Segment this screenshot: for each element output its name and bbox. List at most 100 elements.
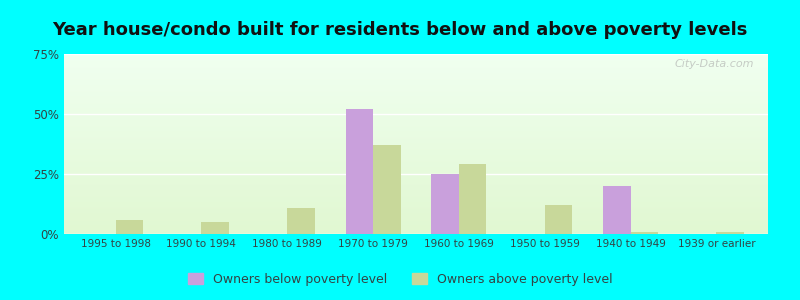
Bar xyxy=(64,76,768,77)
Bar xyxy=(64,232,768,233)
Bar xyxy=(64,195,768,196)
Bar xyxy=(64,176,768,177)
Bar xyxy=(64,134,768,135)
Bar xyxy=(64,112,768,113)
Bar xyxy=(64,204,768,205)
Bar xyxy=(64,96,768,97)
Bar xyxy=(64,207,768,208)
Bar xyxy=(64,125,768,126)
Bar xyxy=(545,205,572,234)
Bar xyxy=(64,169,768,170)
Bar xyxy=(64,106,768,107)
Bar xyxy=(64,172,768,173)
Bar xyxy=(64,159,768,160)
Bar xyxy=(64,140,768,141)
Bar xyxy=(64,127,768,128)
Bar xyxy=(64,83,768,84)
Bar xyxy=(64,233,768,234)
Bar xyxy=(64,189,768,190)
Bar xyxy=(64,194,768,195)
Bar xyxy=(64,59,768,60)
Bar xyxy=(64,145,768,146)
Bar xyxy=(64,161,768,162)
Bar xyxy=(64,151,768,152)
Bar xyxy=(115,220,143,234)
Bar xyxy=(64,72,768,73)
Bar xyxy=(64,224,768,225)
Bar xyxy=(630,232,658,234)
Bar xyxy=(64,155,768,156)
Bar xyxy=(64,162,768,163)
Bar xyxy=(64,202,768,203)
Bar xyxy=(64,137,768,138)
Bar xyxy=(64,167,768,168)
Bar xyxy=(64,93,768,94)
Bar xyxy=(64,180,768,181)
Bar xyxy=(64,121,768,122)
Bar xyxy=(64,179,768,180)
Bar xyxy=(64,146,768,147)
Bar xyxy=(64,109,768,110)
Bar xyxy=(64,57,768,58)
Bar xyxy=(64,85,768,86)
Bar xyxy=(431,174,459,234)
Bar xyxy=(64,213,768,214)
Bar xyxy=(64,58,768,59)
Bar xyxy=(64,61,768,62)
Bar xyxy=(64,97,768,98)
Bar xyxy=(717,232,744,234)
Bar xyxy=(64,160,768,161)
Bar xyxy=(64,82,768,83)
Bar xyxy=(64,54,768,55)
Bar xyxy=(64,152,768,153)
Bar xyxy=(64,186,768,187)
Bar xyxy=(64,191,768,192)
Bar xyxy=(64,124,768,125)
Bar xyxy=(64,117,768,118)
Bar xyxy=(64,71,768,72)
Bar xyxy=(64,163,768,164)
Bar xyxy=(64,132,768,133)
Bar xyxy=(64,181,768,182)
Bar xyxy=(64,222,768,223)
Bar xyxy=(64,85,768,86)
Bar xyxy=(64,101,768,102)
Bar xyxy=(64,164,768,165)
Bar xyxy=(64,201,768,202)
Bar xyxy=(64,116,768,117)
Bar xyxy=(64,231,768,232)
Bar xyxy=(64,70,768,71)
Bar xyxy=(64,94,768,95)
Bar xyxy=(64,105,768,106)
Bar xyxy=(64,130,768,131)
Bar xyxy=(64,91,768,92)
Bar xyxy=(64,89,768,90)
Bar xyxy=(64,217,768,218)
Bar xyxy=(64,184,768,185)
Bar xyxy=(64,98,768,99)
Bar xyxy=(64,166,768,167)
Bar xyxy=(64,215,768,216)
Bar xyxy=(64,148,768,149)
Bar xyxy=(64,73,768,74)
Bar xyxy=(64,158,768,159)
Bar xyxy=(64,211,768,212)
Bar xyxy=(64,55,768,56)
Bar xyxy=(64,177,768,178)
Bar xyxy=(64,142,768,143)
Bar xyxy=(64,95,768,96)
Bar xyxy=(64,228,768,229)
Bar xyxy=(64,157,768,158)
Bar xyxy=(64,88,768,89)
Bar xyxy=(64,104,768,105)
Bar xyxy=(64,123,768,124)
Bar xyxy=(64,65,768,66)
Bar xyxy=(64,187,768,188)
Bar xyxy=(64,185,768,186)
Bar xyxy=(603,186,630,234)
Bar xyxy=(64,67,768,68)
Bar xyxy=(64,86,768,87)
Bar xyxy=(64,197,768,198)
Bar xyxy=(64,62,768,63)
Bar xyxy=(64,214,768,215)
